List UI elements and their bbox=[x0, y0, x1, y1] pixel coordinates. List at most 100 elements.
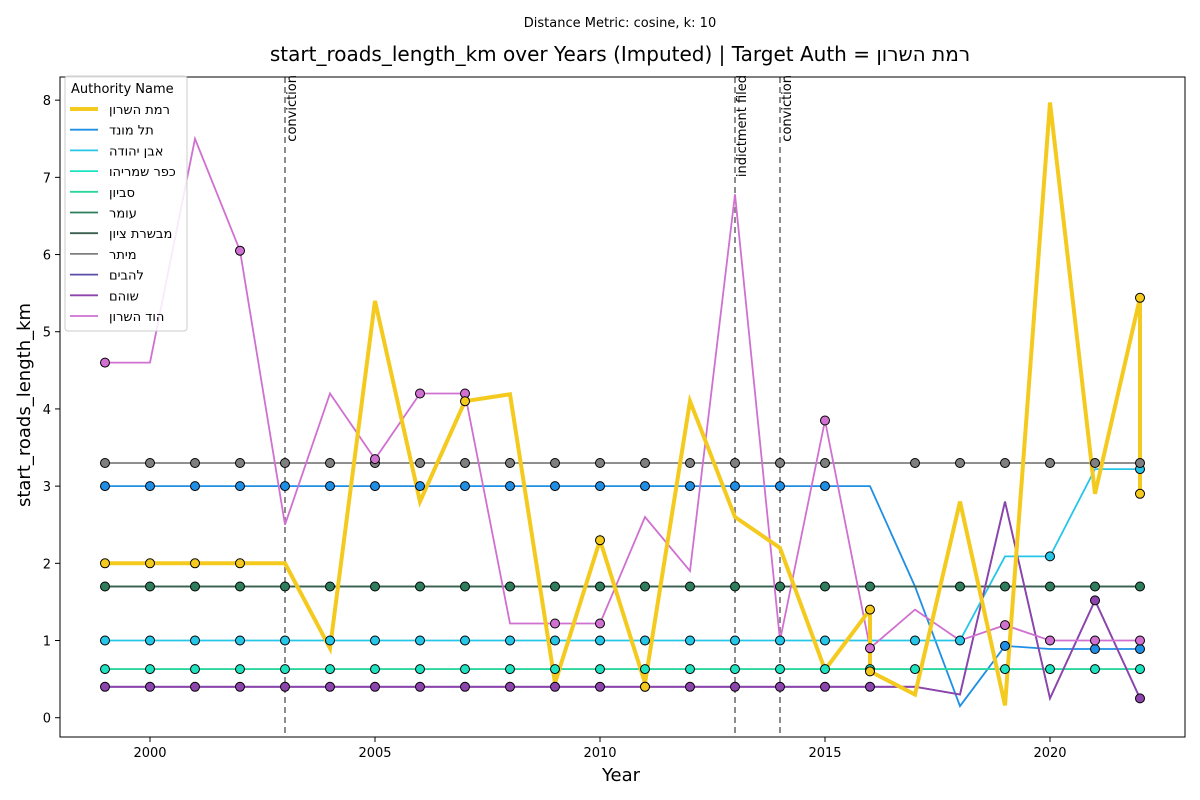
series-3-point-8 bbox=[460, 664, 470, 675]
series-7-point-21 bbox=[1090, 458, 1100, 468]
series-2-point-18 bbox=[955, 635, 965, 646]
series-7-point-3 bbox=[235, 458, 245, 468]
legend-label-0: רמת השרון bbox=[109, 103, 170, 118]
series-3-point-13 bbox=[685, 664, 695, 675]
series-9-point-0 bbox=[100, 681, 110, 692]
series-7-point-9 bbox=[505, 458, 515, 468]
y-axis-label: start_roads_length_km bbox=[14, 303, 35, 507]
series-10-point-1 bbox=[235, 245, 245, 256]
legend-label-10: הוד השרון bbox=[109, 310, 164, 325]
series-2-point-15 bbox=[775, 635, 785, 646]
series-2-point-1 bbox=[145, 635, 155, 646]
series-7-point-1 bbox=[145, 458, 155, 468]
series-9-point-4 bbox=[280, 681, 290, 692]
series-3-point-5 bbox=[325, 664, 335, 675]
series-1-point-16 bbox=[820, 481, 830, 492]
x-tick-label-4: 2020 bbox=[1033, 746, 1066, 761]
series-5-point-19 bbox=[1000, 581, 1010, 592]
series-5-point-2 bbox=[190, 581, 200, 592]
series-9-point-14 bbox=[730, 681, 740, 692]
series-7-point-5 bbox=[325, 458, 335, 468]
series-9-point-18 bbox=[1090, 595, 1100, 606]
series-9-point-5 bbox=[325, 681, 335, 692]
series-3-point-6 bbox=[370, 664, 380, 675]
series-3-point-16 bbox=[820, 664, 830, 675]
series-2-point-2 bbox=[190, 635, 200, 646]
series-2-point-19 bbox=[1045, 551, 1055, 562]
series-3-point-9 bbox=[505, 664, 515, 675]
series-9-point-10 bbox=[550, 681, 560, 692]
series-7-point-10 bbox=[550, 458, 560, 468]
series-7-point-12 bbox=[640, 458, 650, 468]
series-9-point-11 bbox=[595, 681, 605, 692]
series-1-point-3 bbox=[235, 481, 245, 492]
series-3-point-20 bbox=[1045, 664, 1055, 675]
legend-label-1: תל מונד bbox=[109, 124, 154, 139]
series-9-point-15 bbox=[775, 681, 785, 692]
series-10-point-5 bbox=[550, 618, 560, 629]
series-1-point-6 bbox=[370, 481, 380, 492]
series-3-point-11 bbox=[595, 664, 605, 675]
series-10-point-0 bbox=[100, 357, 110, 368]
series-7-point-17 bbox=[910, 458, 920, 468]
series-9-point-16 bbox=[820, 681, 830, 692]
y-tick-label-8: 8 bbox=[43, 94, 51, 109]
series-2-point-6 bbox=[370, 635, 380, 646]
series-line-0 bbox=[105, 102, 1142, 706]
series-3-point-12 bbox=[640, 664, 650, 675]
legend: Authority Name רמת השרון תל מונד אבן יהודה כ… bbox=[64, 75, 188, 332]
series-5-point-22 bbox=[1135, 581, 1145, 592]
event-label-1: indictment filed bbox=[735, 75, 750, 177]
series-3-point-10 bbox=[550, 664, 560, 675]
series-5-point-3 bbox=[235, 581, 245, 592]
series-1-point-19 bbox=[1135, 644, 1145, 654]
y-tick-label-0: 0 bbox=[43, 712, 51, 727]
series-7-point-8 bbox=[460, 458, 470, 468]
series-3-point-0 bbox=[100, 664, 110, 675]
series-2-point-10 bbox=[550, 635, 560, 646]
chart-title: start_roads_length_km over Years (Impute… bbox=[270, 42, 970, 66]
series-7-point-7 bbox=[415, 458, 425, 468]
series-5-point-10 bbox=[550, 581, 560, 592]
series-1-point-14 bbox=[730, 481, 740, 492]
y-tick-label-2: 2 bbox=[43, 557, 51, 572]
series-5-point-7 bbox=[415, 581, 425, 592]
series-1-point-12 bbox=[640, 481, 650, 492]
series-1-point-9 bbox=[505, 481, 515, 492]
series-2-point-9 bbox=[505, 635, 515, 646]
series-2-point-14 bbox=[730, 635, 740, 646]
series-9-point-1 bbox=[145, 681, 155, 692]
series-10-point-8 bbox=[865, 643, 875, 654]
series-5-point-5 bbox=[325, 581, 335, 592]
series-9-point-6 bbox=[370, 681, 380, 692]
series-5-point-0 bbox=[100, 581, 110, 592]
legend-box bbox=[64, 75, 188, 332]
series-10-point-3 bbox=[415, 388, 425, 399]
series-5-point-17 bbox=[865, 581, 875, 592]
series-3-point-3 bbox=[235, 664, 245, 675]
series-10-point-6 bbox=[595, 618, 605, 629]
plot-area: conviction indictment filed conviction bbox=[100, 75, 1145, 737]
series-3-point-7 bbox=[415, 664, 425, 675]
series-5-point-8 bbox=[460, 581, 470, 592]
series-1-point-17 bbox=[1000, 640, 1010, 651]
series-5-point-21 bbox=[1090, 581, 1100, 592]
series-7-point-20 bbox=[1045, 458, 1055, 468]
series-0-point-4 bbox=[460, 396, 470, 407]
x-tick-label-1: 2005 bbox=[358, 746, 391, 761]
series-10-point-2 bbox=[370, 454, 380, 465]
series-10-point-7 bbox=[820, 415, 830, 426]
series-0-point-3 bbox=[235, 558, 245, 569]
series-2-point-8 bbox=[460, 635, 470, 646]
series-10-point-12 bbox=[1135, 635, 1145, 646]
series-3-point-21 bbox=[1090, 664, 1100, 675]
series-1-point-4 bbox=[280, 481, 290, 492]
series-0-point-2 bbox=[190, 558, 200, 569]
series-3-point-15 bbox=[775, 664, 785, 675]
series-line-9 bbox=[105, 501, 1141, 702]
series-0-point-9 bbox=[1135, 292, 1145, 303]
series-9-point-8 bbox=[460, 681, 470, 692]
y-tick-label-7: 7 bbox=[43, 171, 51, 186]
series-0-point-10 bbox=[1135, 488, 1145, 499]
series-2-point-12 bbox=[640, 635, 650, 646]
